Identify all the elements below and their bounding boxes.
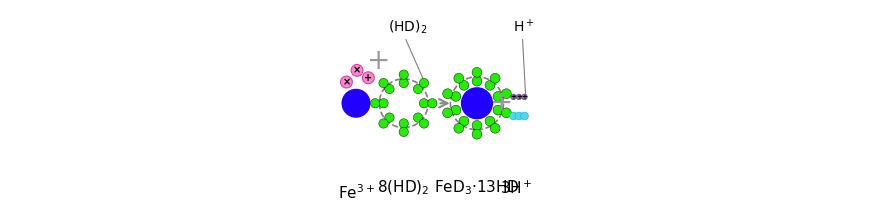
Circle shape	[451, 105, 461, 115]
Circle shape	[472, 129, 482, 139]
Circle shape	[522, 94, 527, 100]
Circle shape	[379, 119, 388, 128]
Circle shape	[485, 116, 495, 126]
Circle shape	[521, 112, 528, 120]
Circle shape	[490, 123, 500, 133]
Circle shape	[501, 89, 511, 99]
Text: +: +	[510, 94, 517, 100]
Circle shape	[459, 80, 469, 90]
Circle shape	[501, 108, 511, 118]
Circle shape	[454, 73, 463, 83]
Circle shape	[351, 64, 363, 76]
Circle shape	[419, 119, 429, 128]
Circle shape	[419, 78, 429, 88]
Text: +: +	[490, 89, 513, 117]
Circle shape	[362, 72, 374, 84]
Text: FeD$_3$·13HD: FeD$_3$·13HD	[434, 179, 520, 198]
Circle shape	[379, 78, 388, 88]
Text: 8(HD)$_2$: 8(HD)$_2$	[377, 179, 430, 197]
Circle shape	[428, 99, 437, 108]
Text: +: +	[516, 94, 522, 100]
Circle shape	[370, 99, 380, 108]
Text: (HD)$_2$: (HD)$_2$	[388, 18, 428, 35]
Circle shape	[472, 68, 482, 77]
Circle shape	[459, 116, 469, 126]
Text: ×: ×	[342, 77, 351, 87]
Circle shape	[399, 119, 408, 128]
Circle shape	[517, 94, 522, 100]
Circle shape	[385, 113, 394, 122]
Circle shape	[451, 92, 461, 101]
Circle shape	[340, 76, 353, 88]
Circle shape	[414, 84, 423, 94]
Circle shape	[385, 84, 394, 94]
Text: Fe$^{3+}$: Fe$^{3+}$	[338, 183, 375, 202]
Circle shape	[494, 105, 503, 115]
Circle shape	[399, 78, 408, 88]
Text: +: +	[364, 73, 372, 83]
Circle shape	[494, 92, 503, 101]
Circle shape	[414, 113, 423, 122]
Circle shape	[510, 94, 517, 100]
Circle shape	[454, 123, 463, 133]
Circle shape	[399, 70, 408, 79]
Circle shape	[419, 99, 429, 108]
Circle shape	[485, 80, 495, 90]
Circle shape	[443, 108, 453, 118]
Circle shape	[399, 127, 408, 137]
Circle shape	[509, 112, 517, 120]
Text: ×: ×	[353, 65, 361, 75]
Circle shape	[379, 99, 388, 108]
Circle shape	[490, 73, 500, 83]
Circle shape	[472, 120, 482, 130]
Text: +: +	[367, 47, 390, 75]
Text: 3H$^+$: 3H$^+$	[500, 180, 532, 197]
Circle shape	[443, 89, 453, 99]
Circle shape	[515, 112, 523, 120]
Circle shape	[342, 89, 369, 117]
Circle shape	[472, 76, 482, 86]
Circle shape	[462, 88, 493, 119]
Text: +: +	[522, 94, 527, 100]
Text: H$^+$: H$^+$	[513, 18, 534, 35]
